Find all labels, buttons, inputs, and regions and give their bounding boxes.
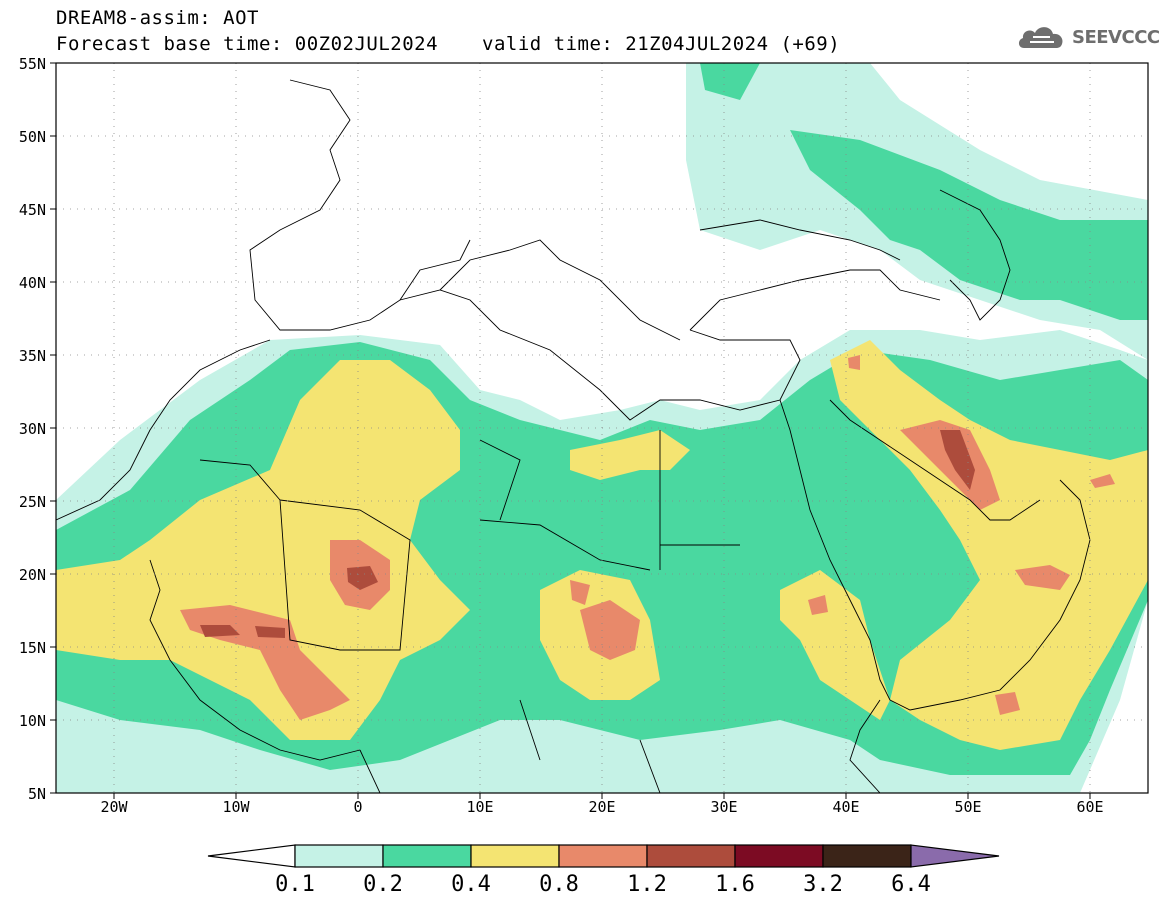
- colorbar-label: 0.4: [451, 872, 491, 897]
- lon-label: 40E: [832, 798, 860, 816]
- lat-label: 30N: [18, 420, 46, 438]
- axis-ticks: [50, 62, 1091, 799]
- lat-label: 35N: [18, 347, 46, 365]
- lon-label: 20W: [100, 798, 128, 816]
- colorbar-swatch: [470, 844, 560, 868]
- colorbar-swatch: [558, 844, 648, 868]
- lon-label: 10E: [466, 798, 494, 816]
- lon-label: 20E: [588, 798, 616, 816]
- lon-label: 50E: [954, 798, 982, 816]
- colorbar-label: 0.2: [363, 872, 403, 897]
- colorbar-label: 1.6: [715, 872, 755, 897]
- lat-label: 50N: [18, 128, 46, 146]
- lat-label: 45N: [18, 201, 46, 219]
- colorbar: [207, 844, 1000, 868]
- lon-label: 30E: [710, 798, 738, 816]
- colorbar-arrow-high: [910, 844, 1000, 868]
- graticule: [56, 63, 1148, 793]
- cloud-icon: [1018, 27, 1063, 48]
- colorbar-swatch: [822, 844, 912, 868]
- colorbar-label: 3.2: [803, 872, 843, 897]
- country-borders: [56, 79, 1091, 793]
- lat-label: 5N: [27, 785, 46, 803]
- colorbar-swatch: [734, 844, 824, 868]
- seevccc-logo: SEEVCCC: [1016, 22, 1160, 52]
- lat-label: 20N: [18, 566, 46, 584]
- logo-text: SEEVCCC: [1072, 26, 1160, 48]
- lon-label: 0: [353, 798, 363, 816]
- lat-label: 55N: [18, 55, 46, 73]
- aot-band-1.2: [200, 430, 975, 638]
- lat-label: 25N: [18, 493, 46, 511]
- valid-time: valid time: 21Z04JUL2024 (+69): [482, 33, 841, 55]
- lat-label: 15N: [18, 639, 46, 657]
- lat-label: 10N: [18, 712, 46, 730]
- lon-label: 10W: [222, 798, 250, 816]
- map-title: DREAM8-assim: AOT: [56, 7, 259, 29]
- colorbar-swatch: [294, 844, 384, 868]
- colorbar-label: 6.4: [891, 872, 931, 897]
- forecast-base-time: Forecast base time: 00Z02JUL2024: [56, 33, 439, 55]
- colorbar-label: 0.1: [275, 872, 315, 897]
- colorbar-label: 1.2: [627, 872, 667, 897]
- colorbar-arrow-low: [207, 844, 296, 868]
- colorbar-label: 0.8: [539, 872, 579, 897]
- lat-label: 40N: [18, 274, 46, 292]
- colorbar-swatch: [382, 844, 472, 868]
- lon-label: 60E: [1076, 798, 1104, 816]
- colorbar-swatch: [646, 844, 736, 868]
